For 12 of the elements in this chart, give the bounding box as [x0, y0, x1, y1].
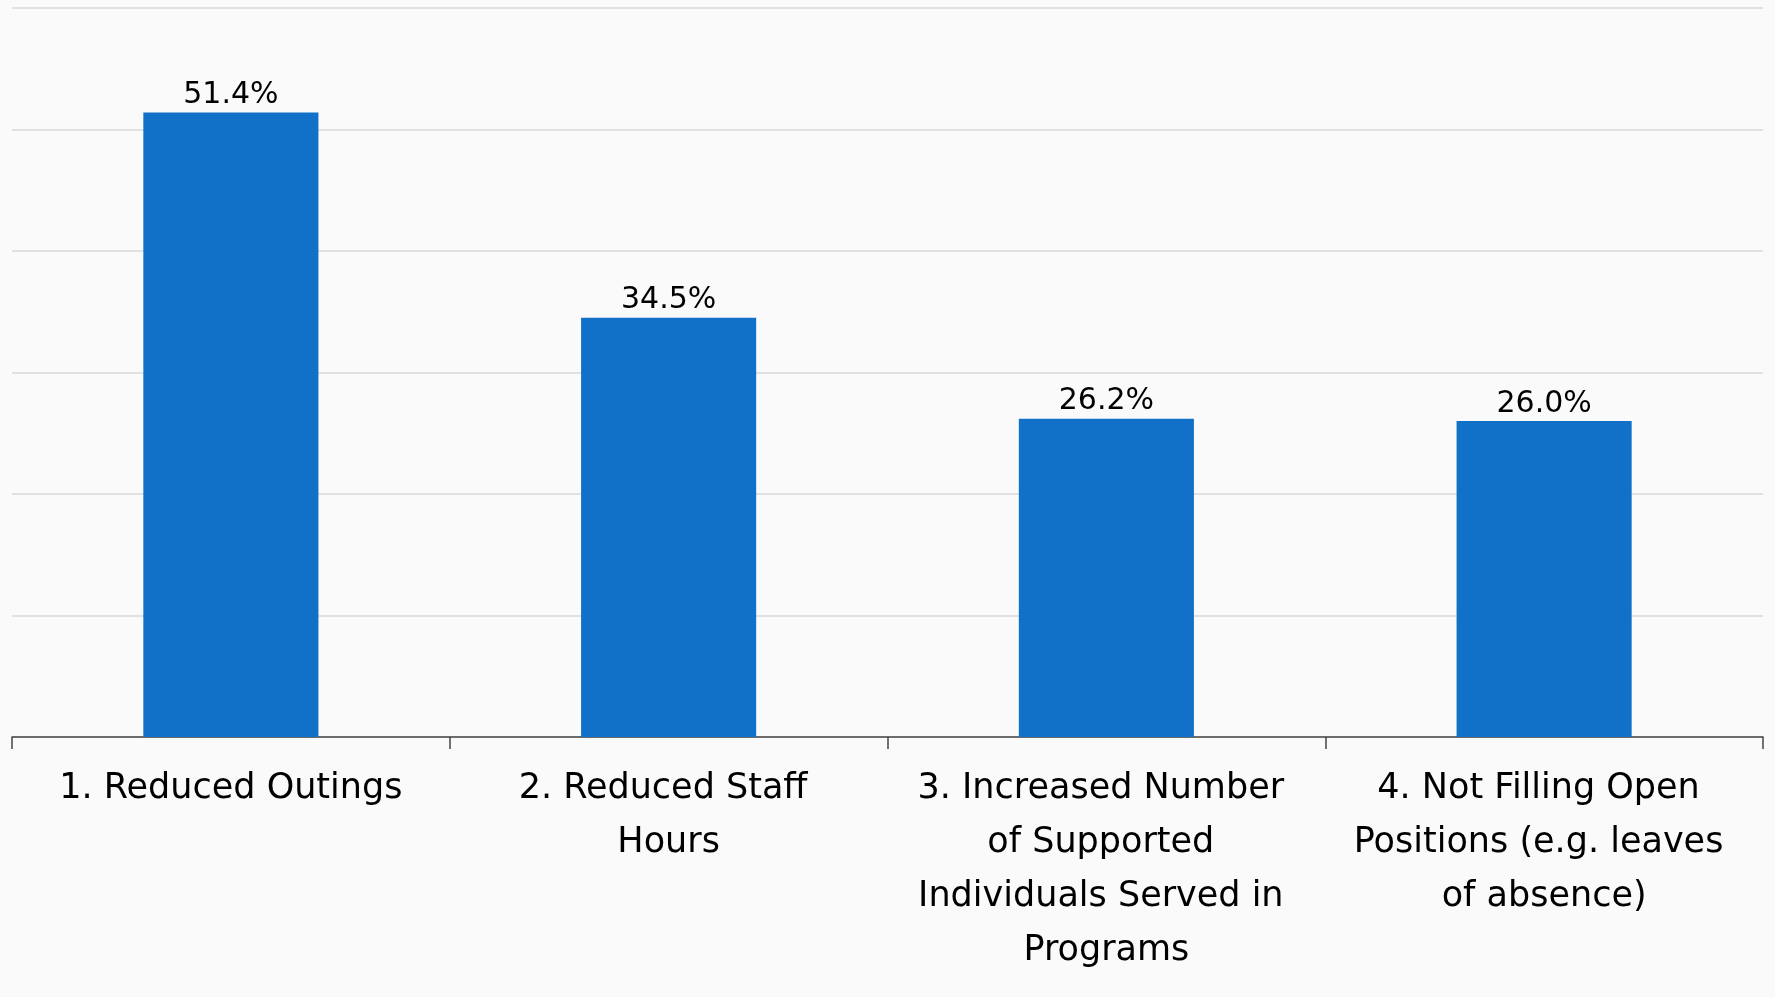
bar	[143, 112, 319, 737]
bar	[1456, 421, 1632, 737]
data-label: 34.5%	[620, 280, 717, 316]
bar	[581, 317, 757, 737]
data-label: 51.4%	[183, 74, 279, 110]
x-tick-label: 1. Reduced Outings	[59, 766, 403, 806]
x-tick-label: 2. Reduced Staff Hours	[518, 766, 819, 860]
x-tick-label: 4. Not Filling Open Positions (e.g. leaves of absence)	[1353, 766, 1735, 914]
x-tick-label: 3. Increased Number of Supported Individuals Served in Programs	[917, 766, 1296, 968]
data-label: 26.2%	[1058, 381, 1155, 417]
data-label: 26.0%	[1496, 383, 1592, 419]
bar	[1018, 418, 1194, 737]
